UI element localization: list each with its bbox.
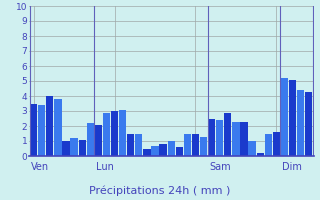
Bar [248,141,256,156]
Bar [38,105,45,156]
Bar [289,79,296,156]
Bar [200,136,207,156]
Bar [143,148,151,156]
Bar [168,141,175,156]
Bar [184,134,191,156]
Bar [135,134,142,156]
Bar [87,123,94,156]
Bar [62,141,70,156]
Bar [216,120,223,156]
Text: Lun: Lun [96,162,114,172]
Bar [265,134,272,156]
Bar [176,147,183,156]
Bar [46,96,53,156]
Bar [257,153,264,156]
Bar [119,110,126,156]
Bar [281,78,288,156]
Bar [159,144,167,156]
Bar [192,134,199,156]
Text: Ven: Ven [31,162,49,172]
Bar [151,146,159,156]
Bar [70,138,78,156]
Bar [30,104,37,156]
Bar [240,121,248,156]
Text: Sam: Sam [209,162,231,172]
Bar [273,132,280,156]
Bar [224,112,231,156]
Bar [232,121,240,156]
Bar [95,124,102,156]
Text: Dim: Dim [282,162,302,172]
Bar [54,99,61,156]
Text: Précipitations 24h ( mm ): Précipitations 24h ( mm ) [89,186,231,196]
Bar [78,140,86,156]
Bar [305,92,312,156]
Bar [297,90,304,156]
Bar [127,134,134,156]
Bar [103,112,110,156]
Bar [208,118,215,156]
Bar [111,111,118,156]
